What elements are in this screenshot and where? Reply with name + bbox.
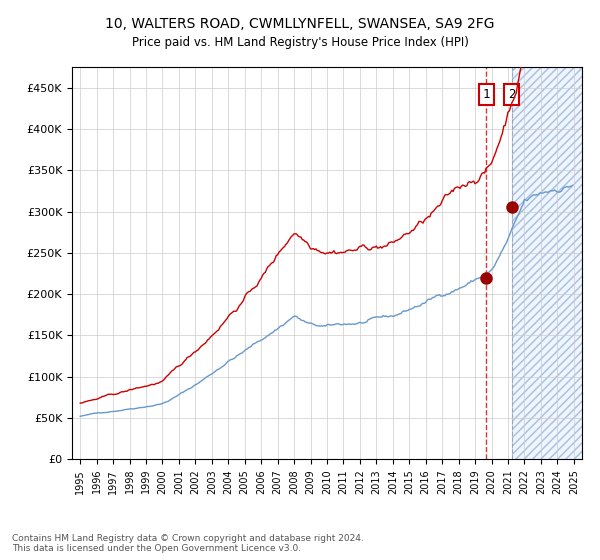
Text: 2: 2	[508, 88, 515, 101]
Bar	[512, 67, 582, 459]
Text: 1: 1	[482, 88, 490, 101]
Text: 10, WALTERS ROAD, CWMLLYNFELL, SWANSEA, SA9 2FG: 10, WALTERS ROAD, CWMLLYNFELL, SWANSEA, …	[105, 17, 495, 31]
Bar	[512, 67, 582, 459]
Text: Price paid vs. HM Land Registry's House Price Index (HPI): Price paid vs. HM Land Registry's House …	[131, 36, 469, 49]
Text: Contains HM Land Registry data © Crown copyright and database right 2024.
This d: Contains HM Land Registry data © Crown c…	[12, 534, 364, 553]
